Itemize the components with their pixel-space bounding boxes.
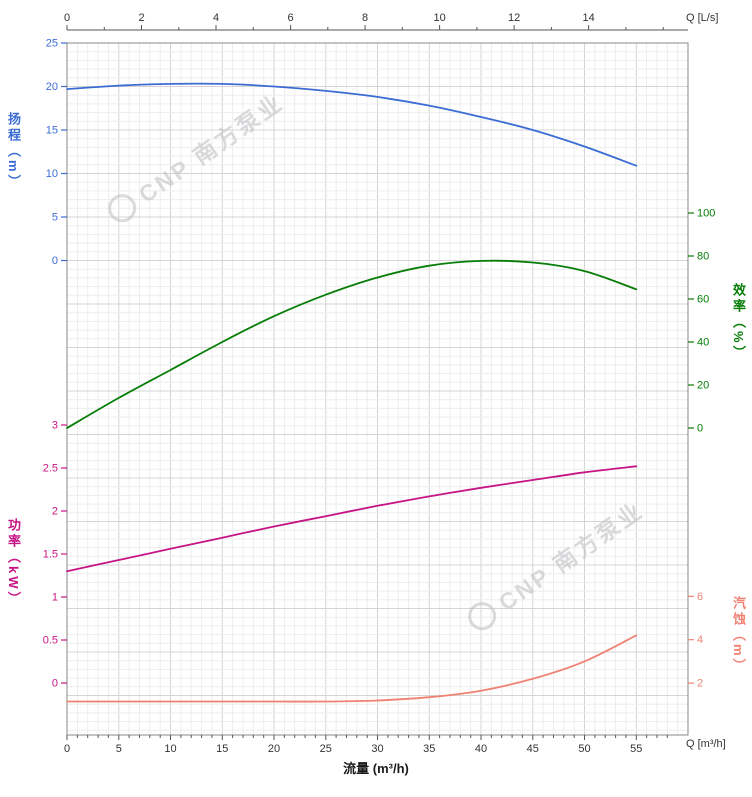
- svg-text:12: 12: [508, 12, 520, 24]
- svg-text:100: 100: [697, 208, 715, 220]
- head-curve: [66, 82, 638, 167]
- svg-text:30: 30: [371, 743, 383, 755]
- bottom-axis: 0 5 10 15 20 25 30 35 40 45 50 55: [64, 735, 668, 755]
- svg-text:0.5: 0.5: [43, 635, 58, 647]
- flow-axis-title: 流量 (m³/h): [343, 761, 409, 776]
- svg-text:20: 20: [268, 743, 280, 755]
- top-axis-unit-label: Q [L/s]: [686, 12, 719, 24]
- svg-text:4: 4: [697, 634, 703, 646]
- svg-text:25: 25: [46, 38, 58, 50]
- npsh-axis-ticks: 2 4 6: [688, 591, 703, 690]
- svg-text:14: 14: [582, 12, 594, 24]
- svg-text:55: 55: [630, 743, 642, 755]
- svg-text:2: 2: [138, 12, 144, 24]
- efficiency-axis-title: 效率（%）: [731, 283, 746, 362]
- svg-text:2: 2: [697, 678, 703, 690]
- svg-text:10: 10: [46, 168, 58, 180]
- svg-text:4: 4: [213, 12, 219, 24]
- svg-text:10: 10: [433, 12, 445, 24]
- svg-text:1.5: 1.5: [43, 549, 58, 561]
- npsh-axis-title: 汽蚀（m）: [731, 596, 746, 675]
- svg-text:15: 15: [46, 125, 58, 137]
- svg-text:35: 35: [423, 743, 435, 755]
- svg-text:0: 0: [64, 12, 70, 24]
- svg-text:50: 50: [578, 743, 590, 755]
- svg-text:10: 10: [164, 743, 176, 755]
- svg-text:2: 2: [52, 506, 58, 518]
- svg-text:15: 15: [216, 743, 228, 755]
- power-axis-ticks: 0 0.5 1 1.5 2 2.5 3: [43, 420, 67, 690]
- eff-axis-ticks: 0 20 40 60 80 100: [688, 208, 715, 435]
- svg-text:0: 0: [52, 678, 58, 690]
- svg-text:2.5: 2.5: [43, 463, 58, 475]
- power-curve: [66, 465, 638, 573]
- svg-text:25: 25: [320, 743, 332, 755]
- svg-text:40: 40: [697, 337, 709, 349]
- svg-text:6: 6: [697, 591, 703, 603]
- svg-text:40: 40: [475, 743, 487, 755]
- svg-text:0: 0: [697, 423, 703, 435]
- svg-text:60: 60: [697, 294, 709, 306]
- svg-text:0: 0: [64, 743, 70, 755]
- power-axis-title: 功率（kW）: [6, 518, 21, 608]
- bottom-axis-unit-label: Q [m³/h]: [686, 738, 726, 750]
- svg-text:8: 8: [362, 12, 368, 24]
- svg-text:1: 1: [52, 592, 58, 604]
- npsh-curve: [66, 634, 638, 703]
- svg-text:20: 20: [46, 81, 58, 93]
- head-axis-title: 扬程（m）: [6, 112, 21, 191]
- svg-text:6: 6: [288, 12, 294, 24]
- eff-curve: [66, 259, 638, 429]
- grid: [67, 43, 688, 735]
- svg-text:5: 5: [116, 743, 122, 755]
- head-axis-ticks: 0 5 10 15 20 25: [46, 38, 67, 267]
- svg-text:45: 45: [527, 743, 539, 755]
- svg-text:80: 80: [697, 251, 709, 263]
- svg-text:20: 20: [697, 380, 709, 392]
- svg-text:3: 3: [52, 420, 58, 432]
- svg-text:0: 0: [52, 255, 58, 267]
- svg-text:5: 5: [52, 212, 58, 224]
- top-axis: 0 2 4 6 8 10 12 14: [64, 12, 688, 31]
